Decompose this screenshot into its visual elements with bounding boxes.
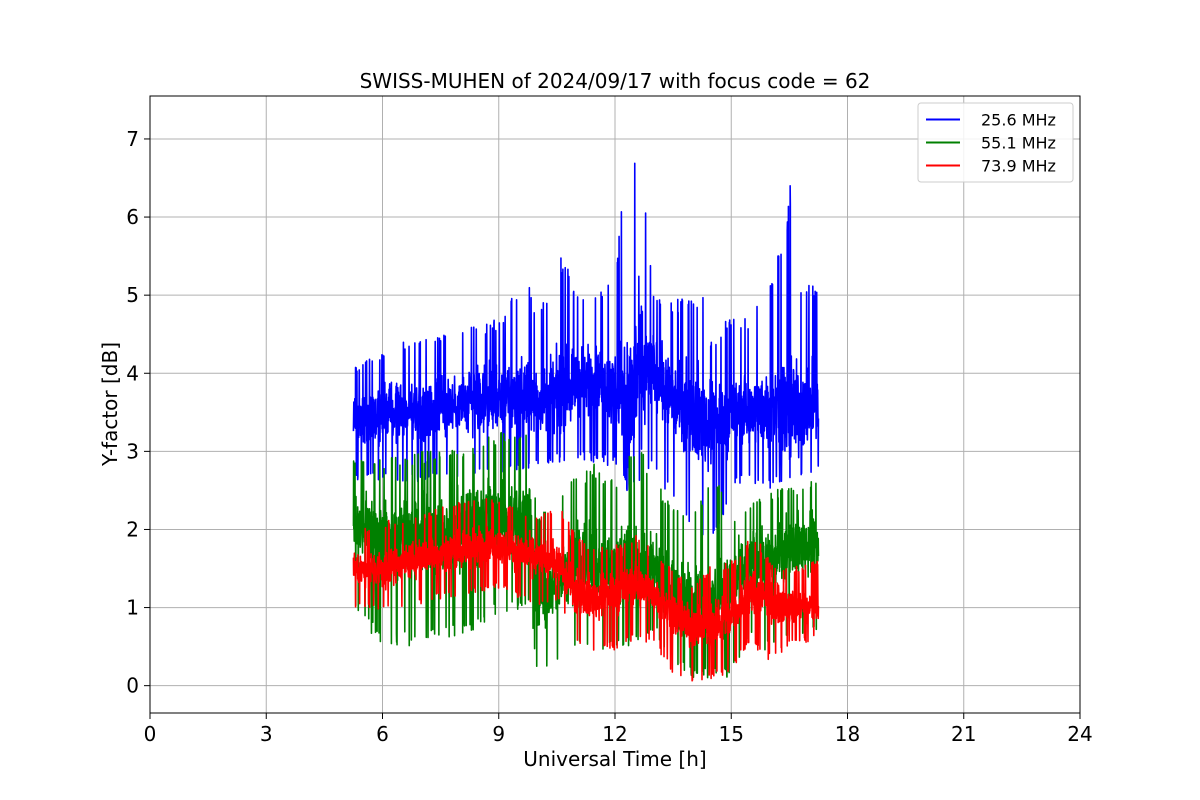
- x-tick-label: 21: [951, 722, 976, 746]
- x-tick-label: 3: [260, 722, 273, 746]
- x-tick-label: 24: [1067, 722, 1092, 746]
- legend-box: [917, 102, 1074, 183]
- y-tick-label: 5: [126, 283, 139, 307]
- x-tick-label: 12: [602, 722, 627, 746]
- series-line-1: [352, 162, 820, 536]
- legend-label: 25.6 MHz: [981, 111, 1056, 130]
- y-tick-label: 6: [126, 205, 139, 229]
- y-tick-label: 7: [126, 127, 139, 151]
- chart-title: SWISS-MUHEN of 2024/09/17 with focus cod…: [360, 69, 871, 93]
- y-tick-label: 0: [126, 674, 139, 698]
- x-tick-label: 9: [492, 722, 505, 746]
- legend-label: 73.9 MHz: [981, 157, 1056, 176]
- series-layer: [352, 162, 820, 682]
- y-tick-label: 1: [126, 596, 139, 620]
- y-tick-label: 4: [126, 361, 139, 385]
- x-tick-label: 0: [144, 722, 157, 746]
- x-axis-label: Universal Time [h]: [523, 747, 706, 771]
- series-line-3: [352, 497, 820, 682]
- y-axis-label: Y-factor [dB]: [98, 342, 122, 467]
- x-tick-label: 18: [835, 722, 860, 746]
- y-tick-label: 2: [126, 517, 139, 541]
- legend: 25.6 MHz 55.1 MHz 73.9 MHz: [917, 102, 1074, 183]
- y-tick-label: 3: [126, 439, 139, 463]
- legend-label: 55.1 MHz: [981, 134, 1056, 153]
- x-tick-label: 15: [719, 722, 744, 746]
- x-tick-label: 6: [376, 722, 389, 746]
